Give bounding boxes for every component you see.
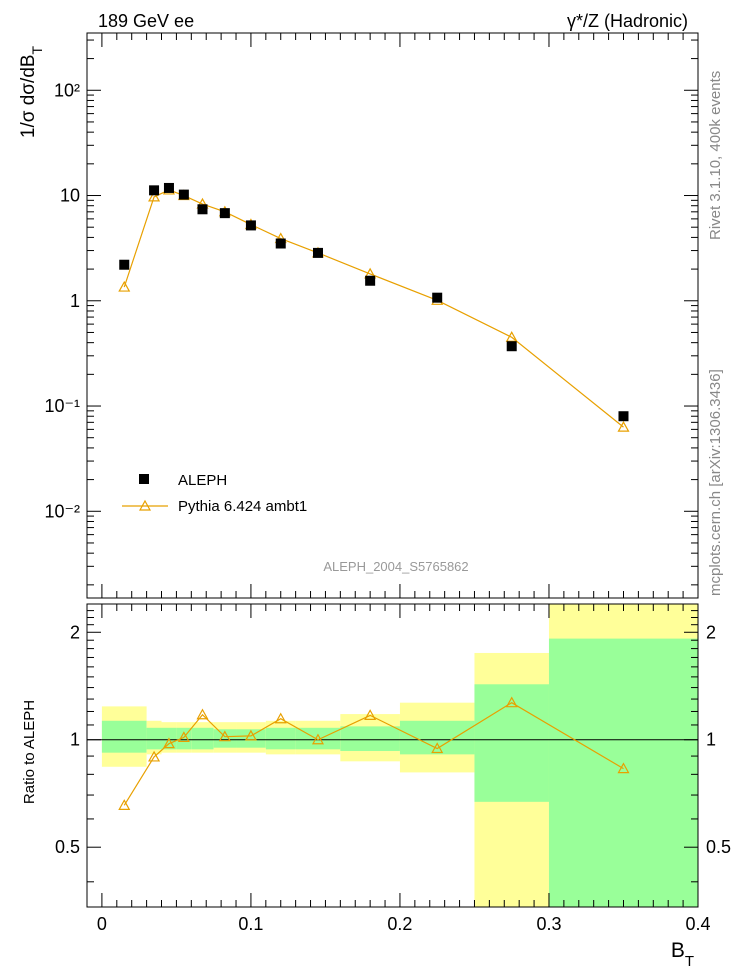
x-tick-label: 0: [97, 914, 107, 934]
mc-point: [118, 280, 131, 292]
ratio-band-inner: [146, 727, 162, 750]
y-tick-label-right: 0.5: [706, 837, 731, 857]
header-right: γ*/Z (Hadronic): [567, 11, 688, 31]
mc-point: [617, 420, 630, 432]
ratio-point: [311, 733, 325, 745]
x-tick-label: 0.4: [685, 914, 710, 934]
data-point: [219, 208, 230, 219]
legend-aleph-marker: [139, 474, 149, 484]
data-point: [149, 185, 160, 196]
data-point: [119, 259, 130, 270]
legend-aleph-label: ALEPH: [178, 472, 227, 489]
ratio-band-inner: [236, 729, 266, 748]
data-point: [432, 292, 443, 303]
ratio-line: [123, 701, 624, 806]
y-tick-label: 10: [60, 186, 80, 206]
x-tick-label: 0.2: [387, 914, 412, 934]
data-point: [365, 275, 376, 286]
data-point: [618, 411, 629, 422]
ratio-point: [218, 730, 231, 742]
ratio-point: [244, 729, 257, 741]
ratio-band-inner: [213, 729, 237, 748]
ratio-point: [431, 742, 444, 754]
main-panel: 10² 10 1 10⁻¹ 10⁻²: [44, 32, 699, 599]
ratio-point: [118, 799, 131, 810]
y-tick-label: 1: [70, 730, 80, 750]
data-point: [245, 220, 256, 231]
x-axis-title: BT: [671, 939, 694, 970]
mc-point: [148, 190, 161, 202]
ratio-band-inner: [474, 684, 549, 802]
data-point: [197, 204, 208, 215]
ratio-point: [196, 708, 209, 720]
legend-pythia-marker: [138, 499, 152, 511]
ratio-point: [364, 709, 377, 720]
data-point: [506, 341, 517, 352]
ratio-band-inner: [101, 720, 147, 753]
y-tick-label-right: 1: [706, 730, 716, 750]
ratio-panel: 0 0.1 0.2 0.3 0.4 0.5 0.5 1 1 2 2: [55, 603, 731, 934]
ratio-band-inner: [191, 727, 214, 750]
y-tick-label: 10⁻²: [44, 501, 80, 521]
ratio-point: [177, 731, 190, 743]
mc-line: [123, 189, 624, 428]
x-tick-label: 0.3: [536, 914, 561, 934]
data-point: [178, 189, 189, 200]
ratio-frame: [86, 603, 699, 908]
ratio-point: [505, 696, 518, 708]
header-left: 189 GeV ee: [98, 11, 194, 31]
mcplots-label: mcplots.cern.ch [arXiv:1306.3436]: [707, 369, 724, 596]
x-tick-label: 0.1: [238, 914, 263, 934]
y-tick-label: 10⁻¹: [44, 396, 80, 416]
rivet-label: Rivet 3.1.10, 400k events: [707, 71, 724, 240]
legend: ALEPH Pythia 6.424 ambt1: [122, 472, 307, 515]
ratio-point: [617, 762, 630, 774]
y-tick-label: 1: [70, 291, 80, 311]
main-frame: [86, 32, 699, 599]
y-tick-label: 0.5: [55, 837, 80, 857]
main-y-axis-title: 1/σ dσ/dBT: [18, 45, 45, 138]
data-point: [275, 238, 286, 249]
ratio-band-inner: [340, 726, 400, 751]
ratio-point: [274, 712, 287, 724]
y-tick-label: 2: [70, 622, 80, 642]
ratio-band-inner: [265, 727, 296, 750]
watermark: ALEPH_2004_S5765862: [323, 559, 468, 574]
y-tick-label-right: 2: [706, 622, 716, 642]
ratio-y-axis-title: Ratio to ALEPH: [21, 700, 38, 804]
y-tick-label: 10²: [54, 80, 80, 100]
ratio-point: [148, 750, 161, 762]
data-point: [163, 182, 174, 193]
ratio-band-inner: [399, 720, 475, 755]
ratio-point: [162, 737, 175, 749]
data-point: [312, 247, 323, 258]
legend-pythia-label: Pythia 6.424 ambt1: [178, 498, 307, 515]
